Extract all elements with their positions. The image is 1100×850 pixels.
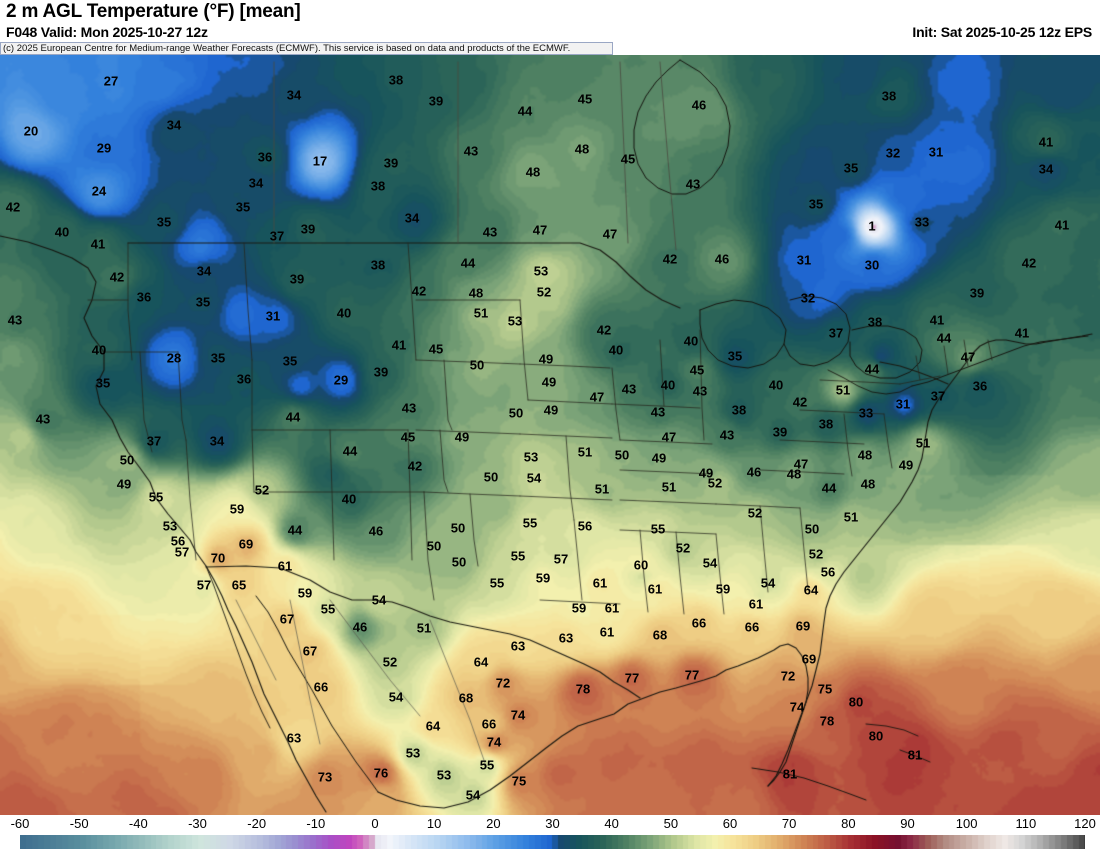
colorbar-tick: 80 [841, 816, 856, 831]
colorbar-tick: 40 [604, 816, 619, 831]
colorbar-tick: 0 [371, 816, 379, 831]
map-header: 2 m AGL Temperature (°F) [mean] F048 Val… [0, 0, 1100, 42]
model-init-label: Init: Sat 2025-10-25 12z EPS [912, 24, 1092, 40]
attribution-notice: (c) 2025 European Centre for Medium-rang… [0, 42, 613, 55]
colorbar-tick-labels: -60 -50 -40 -30 -20 -10 0 10 20 30 40 50 60 70 80 90 100… [0, 815, 1100, 834]
colorbar-tick: -20 [247, 816, 267, 831]
colorbar-tick: -10 [306, 816, 326, 831]
colorbar-tick: 10 [426, 816, 442, 831]
colorbar-tick: -40 [128, 816, 148, 831]
colorbar-tick: -50 [69, 816, 89, 831]
colorbar-tick: 30 [545, 816, 560, 831]
page-title: 2 m AGL Temperature (°F) [mean] [6, 1, 301, 22]
colorbar-tick: 70 [781, 816, 797, 831]
temperature-map[interactable]: 27 34 38 39 44 45 46 38 20 34 43 48 45 32 31 41 29 36 34 17… [0, 55, 1100, 815]
colorbar-tick: 90 [900, 816, 915, 831]
colorbar-tick: -30 [188, 816, 207, 831]
temperature-field-canvas [0, 55, 1100, 815]
colorbar-tick: 50 [663, 816, 679, 831]
colorbar[interactable]: -60 -50 -40 -30 -20 -10 0 10 20 30 40 50 60 70 80 90 100… [0, 815, 1100, 850]
colorbar-tick: -60 [10, 816, 30, 831]
colorbar-tick: 60 [722, 816, 738, 831]
colorbar-tick: 100 [955, 816, 978, 831]
colorbar-gradient [20, 835, 1085, 849]
colorbar-tick: 120 [1074, 816, 1096, 831]
colorbar-tick: 110 [1015, 816, 1037, 831]
forecast-valid-label: F048 Valid: Mon 2025-10-27 12z [6, 24, 208, 40]
colorbar-tick: 20 [486, 816, 501, 831]
